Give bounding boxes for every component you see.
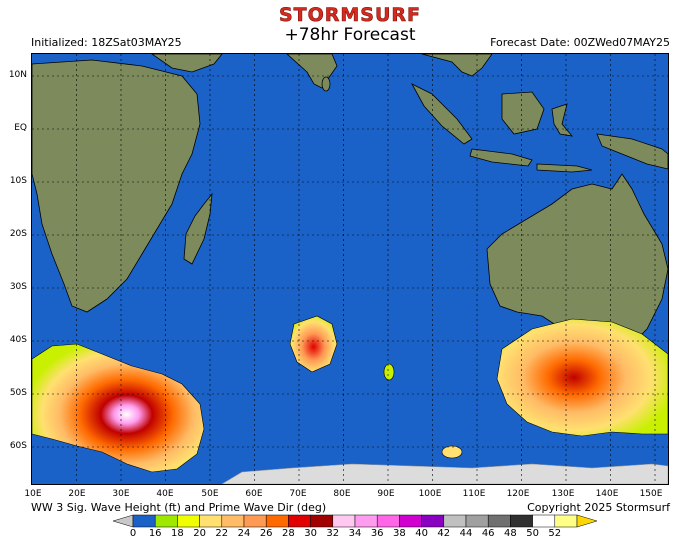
legend-tick-label: 32 xyxy=(326,528,340,539)
southeast-storm-swell xyxy=(496,318,668,437)
lon-label-50e: 50E xyxy=(201,489,219,499)
legend-swatch xyxy=(199,514,223,528)
lon-label-60e: 60E xyxy=(245,489,263,499)
lon-label-10e: 10E xyxy=(24,489,42,499)
new-guinea-landmass xyxy=(596,133,668,170)
lon-label-120e: 120E xyxy=(506,489,530,499)
legend-tick-label: 16 xyxy=(148,528,162,539)
legend-swatch xyxy=(221,514,245,528)
antarctica-edge xyxy=(221,463,668,484)
legend-tick-label: 22 xyxy=(215,528,229,539)
lat-label-60s: 60S xyxy=(9,441,27,451)
lon-label-140e: 140E xyxy=(595,489,619,499)
legend-swatch xyxy=(554,514,578,528)
legend-tick-label: 20 xyxy=(193,528,206,539)
legend-tick-label: 36 xyxy=(370,528,384,539)
wave-height-legend: 0 16 18 20 22 24 26 28 30 32 34 36 38 40 42 44 46 48 50 52 xyxy=(0,514,700,540)
legend-swatch xyxy=(132,514,156,528)
copyright-label: Copyright 2025 Stormsurf xyxy=(527,501,670,514)
lon-label-40e: 40E xyxy=(156,489,174,499)
wave-height-map xyxy=(31,53,669,485)
lesser-sunda-islands xyxy=(536,163,593,173)
lon-label-20e: 20E xyxy=(68,489,86,499)
legend-swatch xyxy=(487,514,511,528)
legend-tick-label: 30 xyxy=(304,528,317,539)
map-canvas xyxy=(32,54,668,484)
legend-tick-label: 18 xyxy=(171,528,184,539)
legend-swatch xyxy=(310,514,334,528)
lon-label-80e: 80E xyxy=(333,489,351,499)
lon-label-30e: 30E xyxy=(112,489,130,499)
africa-landmass xyxy=(32,59,201,313)
lat-label-10s: 10S xyxy=(9,176,27,186)
legend-tick-label: 26 xyxy=(259,528,273,539)
legend-tick-label: 52 xyxy=(548,528,562,539)
legend-tick-label: 0 xyxy=(129,528,137,539)
forecast-date-label: Forecast Date: 00ZWed07MAY25 xyxy=(490,36,670,49)
island-swell-patch xyxy=(383,363,395,381)
legend-tick-label: 44 xyxy=(459,528,473,539)
legend-bar xyxy=(112,514,598,528)
madagascar-landmass xyxy=(183,192,213,265)
legend-swatch xyxy=(354,514,378,528)
lat-label-10n: 10N xyxy=(8,70,27,80)
legend-swatch xyxy=(532,514,556,528)
java-landmass xyxy=(469,148,533,167)
legend-arrow-left xyxy=(112,514,134,528)
lon-label-70e: 70E xyxy=(289,489,307,499)
legend-swatch xyxy=(332,514,356,528)
small-swell-patch xyxy=(441,445,463,459)
southwest-storm-swell xyxy=(32,343,205,473)
legend-swatch xyxy=(243,514,267,528)
legend-tick-label: 38 xyxy=(393,528,406,539)
lat-label-eq: EQ xyxy=(14,123,27,133)
map-caption: WW 3 Sig. Wave Height (ft) and Prime Wav… xyxy=(31,501,327,514)
lon-label-150e: 150E xyxy=(639,489,663,499)
lon-label-110e: 110E xyxy=(462,489,486,499)
legend-tick-label: 40 xyxy=(415,528,428,539)
legend-swatch xyxy=(288,514,311,528)
legend-swatch xyxy=(399,514,422,528)
forecast-title: +78hr Forecast xyxy=(284,25,416,45)
legend-swatches xyxy=(132,514,578,528)
australia-landmass xyxy=(486,173,668,350)
lon-label-130e: 130E xyxy=(551,489,575,499)
legend-swatch xyxy=(510,514,533,528)
legend-swatch xyxy=(265,514,289,528)
legend-tick-label: 24 xyxy=(237,528,251,539)
brand-logo: STORMSURF xyxy=(278,4,422,27)
legend-swatch xyxy=(177,514,200,528)
legend-tick-label: 42 xyxy=(437,528,451,539)
sulawesi-landmass xyxy=(551,103,573,137)
lon-label-90e: 90E xyxy=(377,489,395,499)
lat-label-50s: 50S xyxy=(9,388,27,398)
arabia-landmass xyxy=(151,54,223,73)
legend-arrow-right xyxy=(576,514,598,528)
legend-swatch xyxy=(443,514,467,528)
legend-swatch xyxy=(376,514,400,528)
sri-lanka-landmass xyxy=(321,76,331,92)
lat-label-20s: 20S xyxy=(9,229,27,239)
graticule xyxy=(32,54,668,484)
legend-tick-label: 50 xyxy=(526,528,539,539)
legend-tick-label: 46 xyxy=(481,528,495,539)
lon-label-100e: 100E xyxy=(418,489,442,499)
legend-tick-label: 48 xyxy=(504,528,517,539)
lat-label-40s: 40S xyxy=(9,335,27,345)
legend-swatch xyxy=(421,514,445,528)
south-central-swell xyxy=(289,315,338,373)
legend-swatch xyxy=(154,514,178,528)
legend-swatch xyxy=(465,514,489,528)
lat-label-30s: 30S xyxy=(9,282,27,292)
legend-tick-label: 28 xyxy=(282,528,295,539)
legend-tick-label: 34 xyxy=(348,528,362,539)
initialized-label: Initialized: 18ZSat03MAY25 xyxy=(31,36,182,49)
